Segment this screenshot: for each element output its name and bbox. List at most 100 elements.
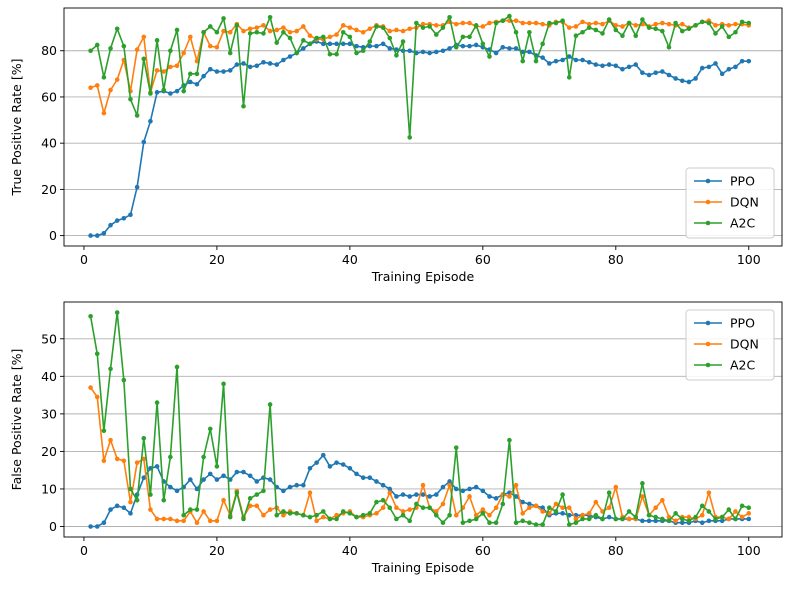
data-point — [261, 60, 266, 65]
data-point — [340, 462, 346, 467]
legend-label: PPO — [730, 316, 755, 331]
data-point — [533, 522, 539, 527]
data-point — [440, 48, 446, 54]
data-point — [646, 25, 652, 30]
data-point — [493, 520, 499, 526]
data-point — [427, 494, 432, 499]
data-point — [161, 516, 167, 522]
data-point — [267, 477, 273, 482]
data-point — [380, 497, 386, 503]
data-point — [586, 60, 592, 65]
data-point — [679, 78, 685, 84]
data-point — [686, 26, 692, 32]
data-point — [314, 512, 319, 518]
data-point — [600, 31, 605, 36]
data-point — [686, 518, 692, 524]
data-point — [673, 511, 678, 516]
data-point — [540, 505, 545, 511]
data-point — [473, 512, 479, 518]
data-point — [660, 69, 665, 74]
data-point — [586, 511, 592, 516]
data-point — [746, 511, 752, 516]
data-point — [148, 507, 153, 512]
data-point — [487, 54, 492, 59]
data-point — [207, 24, 213, 29]
data-point — [713, 23, 718, 28]
data-point — [287, 484, 293, 490]
x-tick-label: 0 — [80, 543, 88, 558]
data-point — [327, 41, 333, 47]
data-point — [380, 505, 386, 511]
data-point — [473, 23, 479, 28]
x-tick-label: 0 — [80, 252, 88, 267]
data-point — [174, 518, 180, 524]
data-point — [447, 479, 452, 484]
data-point — [746, 58, 752, 64]
data-point — [108, 87, 113, 93]
data-point — [247, 473, 253, 479]
data-point — [387, 505, 393, 511]
data-point — [394, 505, 399, 511]
data-point — [254, 63, 260, 69]
data-point — [480, 41, 486, 47]
data-point — [699, 512, 705, 518]
data-point — [154, 400, 160, 405]
data-point — [586, 25, 592, 30]
y-tick-label: 20 — [41, 444, 57, 459]
data-point — [593, 27, 599, 33]
data-point — [174, 88, 180, 94]
data-point — [88, 313, 93, 319]
data-point — [746, 20, 752, 26]
data-point — [679, 516, 685, 522]
data-point — [188, 71, 193, 77]
legend-swatch-marker — [705, 362, 711, 368]
legend-swatch-marker — [705, 199, 711, 205]
data-point — [580, 512, 585, 518]
data-point — [560, 492, 565, 497]
legend-label: A2C — [730, 358, 756, 373]
x-tick-label: 20 — [209, 543, 225, 558]
data-point — [686, 514, 692, 520]
y-tick-label: 30 — [41, 406, 57, 421]
data-point — [101, 428, 107, 434]
data-point — [227, 29, 233, 35]
data-point — [400, 512, 406, 518]
data-point — [347, 25, 353, 30]
data-point — [414, 492, 419, 497]
data-point — [493, 50, 499, 56]
data-point — [420, 505, 426, 511]
data-point — [460, 488, 466, 494]
data-point — [679, 520, 685, 526]
data-point — [573, 57, 579, 63]
data-point — [94, 83, 100, 88]
data-point — [600, 63, 605, 69]
data-point — [733, 516, 738, 522]
data-point — [307, 514, 313, 520]
data-point — [281, 512, 286, 518]
data-point — [660, 516, 665, 522]
series-dqn — [88, 385, 752, 526]
data-point — [334, 51, 339, 57]
data-point — [400, 39, 406, 44]
data-point — [666, 514, 672, 520]
data-point — [673, 518, 678, 524]
data-point — [473, 42, 479, 48]
data-point — [94, 42, 100, 48]
data-point — [227, 68, 233, 73]
data-point — [174, 63, 180, 69]
data-point — [580, 516, 585, 522]
series-ppo — [88, 39, 752, 238]
data-point — [566, 54, 572, 59]
data-point — [613, 484, 619, 490]
data-point — [181, 518, 186, 524]
data-point — [600, 21, 605, 27]
legend-item-a2c: A2C — [694, 216, 756, 231]
data-point — [666, 21, 672, 27]
data-point — [600, 516, 605, 522]
data-point — [94, 524, 100, 529]
data-point — [227, 50, 233, 56]
data-point — [94, 394, 100, 400]
data-point — [141, 139, 147, 145]
data-point — [387, 490, 393, 496]
data-point — [566, 522, 572, 527]
